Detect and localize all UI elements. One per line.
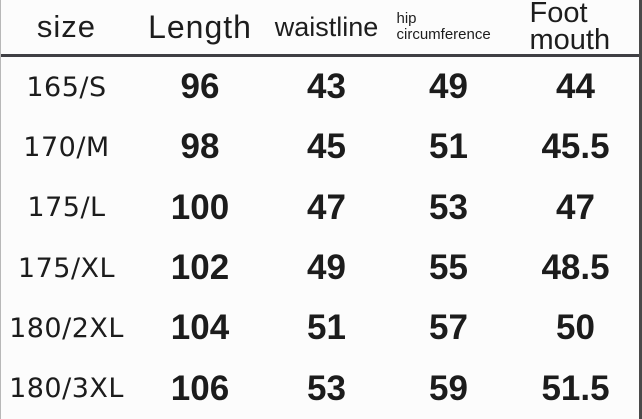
foot-mouth-cell: 50 [556,308,595,348]
waistline-cell: 45 [307,127,346,167]
waistline-cell: 51 [307,308,346,348]
table-body: 165/S 96 43 49 44 170/M 98 45 51 45.5 17… [1,57,639,419]
length-cell: 98 [180,127,220,167]
waistline-cell: 43 [307,67,346,107]
size-cell: 165/S [26,71,107,103]
column-header-waistline: waistline [268,12,385,43]
column-header-size: size [1,9,132,45]
length-cell: 106 [170,368,230,408]
column-header-label: Length [148,8,252,45]
hip-circumference-cell: 59 [429,368,468,408]
hip-circumference-cell: 49 [429,67,468,107]
length-cell: 100 [170,187,230,227]
hip-circumference-cell: 53 [429,187,468,227]
column-header-hip-circumference: hip circumference [385,11,512,43]
column-header-label: Foot mouth [529,0,611,56]
foot-mouth-cell: 44 [556,67,595,107]
hip-circumference-cell: 57 [429,308,468,348]
foot-mouth-cell: 45.5 [541,127,610,167]
waistline-cell: 49 [307,248,346,288]
hip-circumference-cell: 51 [429,127,468,167]
column-header-label: waistline [274,11,379,42]
size-cell: 175/L [27,192,106,224]
length-cell: 96 [180,67,220,107]
length-cell: 102 [170,248,230,288]
foot-mouth-cell: 47 [556,187,595,227]
waistline-cell: 53 [307,368,346,408]
table-header-row: size Length waistline hip circumference … [1,0,639,57]
column-header-label: size [36,9,97,44]
hip-circumference-cell: 55 [429,248,468,288]
foot-mouth-cell: 51.5 [541,368,610,408]
waistline-cell: 47 [307,187,346,227]
size-cell: 180/3XL [9,373,124,405]
column-header-label: hip circumference [396,10,491,43]
size-cell: 180/2XL [9,312,124,344]
column-header-length: Length [132,9,268,46]
foot-mouth-cell: 48.5 [541,248,610,288]
size-cell: 170/M [23,131,110,163]
column-header-foot-mouth: Foot mouth [512,0,639,56]
length-cell: 104 [170,308,230,348]
size-cell: 175/XL [17,252,116,284]
